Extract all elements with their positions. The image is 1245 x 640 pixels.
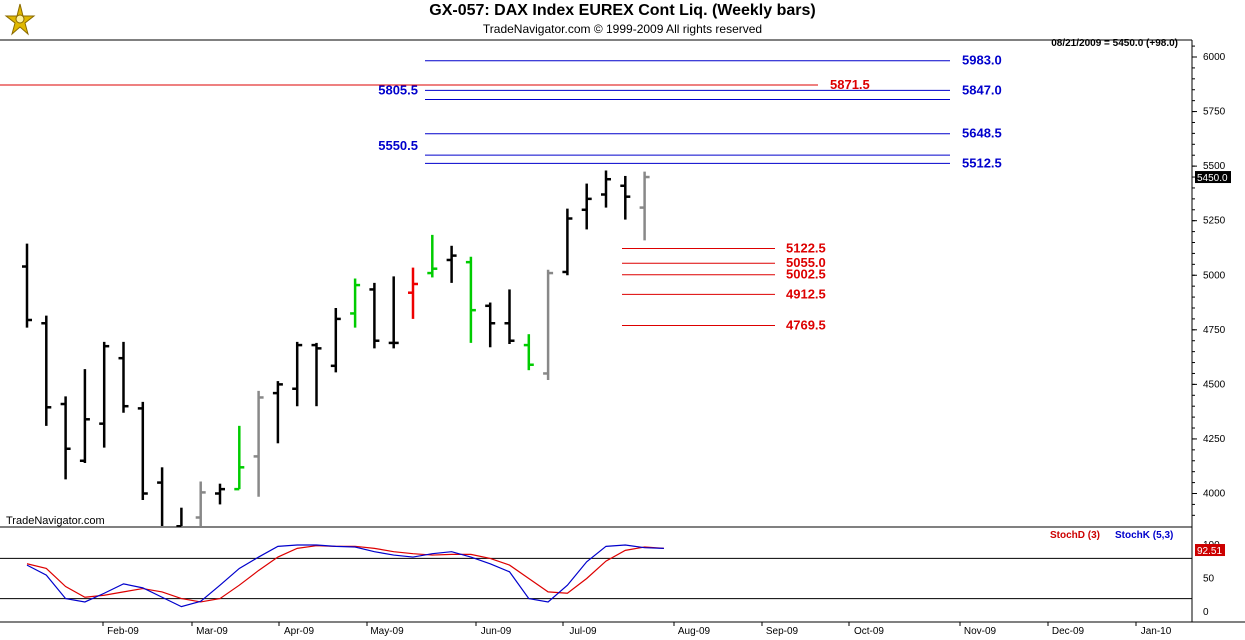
stochd-line <box>26 545 664 603</box>
stoch-tick-label: 50 <box>1203 574 1215 585</box>
date-label: Dec-09 <box>1052 626 1085 637</box>
date-label: Jan-10 <box>1141 626 1172 637</box>
stochk-line <box>26 544 664 608</box>
date-label: Feb-09 <box>107 626 139 637</box>
watermark-text: TradeNavigator.com <box>6 515 105 527</box>
price-tick-label: 5500 <box>1203 161 1226 172</box>
date-label: Jun-09 <box>481 626 512 637</box>
price-tick-label: 6000 <box>1203 52 1226 63</box>
last-price-tag <box>1195 171 1231 184</box>
price-tick-label: 4500 <box>1203 379 1226 390</box>
legend-stochd: StochD (3) <box>1050 530 1100 541</box>
stoch-tick-label: 0 <box>1203 607 1209 618</box>
date-axis: Feb-09 Mar-09 Apr-09 May-09 Jun-09 Jul-09 Aug-… <box>102 622 1172 637</box>
price-axis: 4000 4250 4500 4750 5000 5250 5500 5750 6000 5450… <box>1192 45 1231 516</box>
stoch-panel: 050100StochD (3)StochK (5,3)92.51 <box>0 530 1225 618</box>
date-label: Mar-09 <box>196 626 228 637</box>
level-label: 4769.5 <box>786 318 826 333</box>
stoch-value-tag <box>1195 544 1225 557</box>
chart-title: GX-057: DAX Index EUREX Cont Liq. (Weekl… <box>429 2 816 19</box>
date-label: Oct-09 <box>854 626 884 637</box>
level-label: 4912.5 <box>786 286 826 301</box>
quote-readout: 08/21/2009 = 5450.0 (+98.0) <box>1051 38 1178 49</box>
level-label: 5871.5 <box>830 77 870 92</box>
price-tick-label: 5000 <box>1203 270 1226 281</box>
price-tick-label: 5750 <box>1203 107 1226 118</box>
level-label: 5512.5 <box>962 155 1002 170</box>
level-label: 5002.5 <box>786 267 826 282</box>
price-tick-label: 5250 <box>1203 216 1226 227</box>
level-label: 5550.5 <box>378 138 418 153</box>
legend-stochk: StochK (5,3) <box>1115 530 1173 541</box>
price-tick-label: 4000 <box>1203 489 1226 500</box>
stoch-value-label: 92.51 <box>1197 546 1222 557</box>
date-label: Nov-09 <box>964 626 997 637</box>
date-label: Apr-09 <box>284 626 314 637</box>
level-label: 5648.5 <box>962 126 1002 141</box>
date-label: Sep-09 <box>766 626 799 637</box>
level-label: 5055.0 <box>786 255 826 270</box>
date-label: Aug-09 <box>678 626 711 637</box>
price-tick-label: 4250 <box>1203 434 1226 445</box>
level-label: 5847.0 <box>962 82 1002 97</box>
price-tick-label: 4750 <box>1203 325 1226 336</box>
trade-navigator-logo-icon <box>2 2 38 36</box>
date-label: May-09 <box>370 626 404 637</box>
level-label: 5122.5 <box>786 241 826 256</box>
date-label: Jul-09 <box>569 626 597 637</box>
level-label: 5805.5 <box>378 82 418 97</box>
levels-layer: 5983.0 5871.5 5847.0 5805.5 5648.5 5550.5 5512… <box>0 53 1002 333</box>
level-label: 5983.0 <box>962 53 1002 68</box>
chart-subtitle: TradeNavigator.com © 1999-2009 All right… <box>482 22 763 36</box>
last-price-label: 5450.0 <box>1197 173 1228 184</box>
bars-layer <box>22 170 650 528</box>
